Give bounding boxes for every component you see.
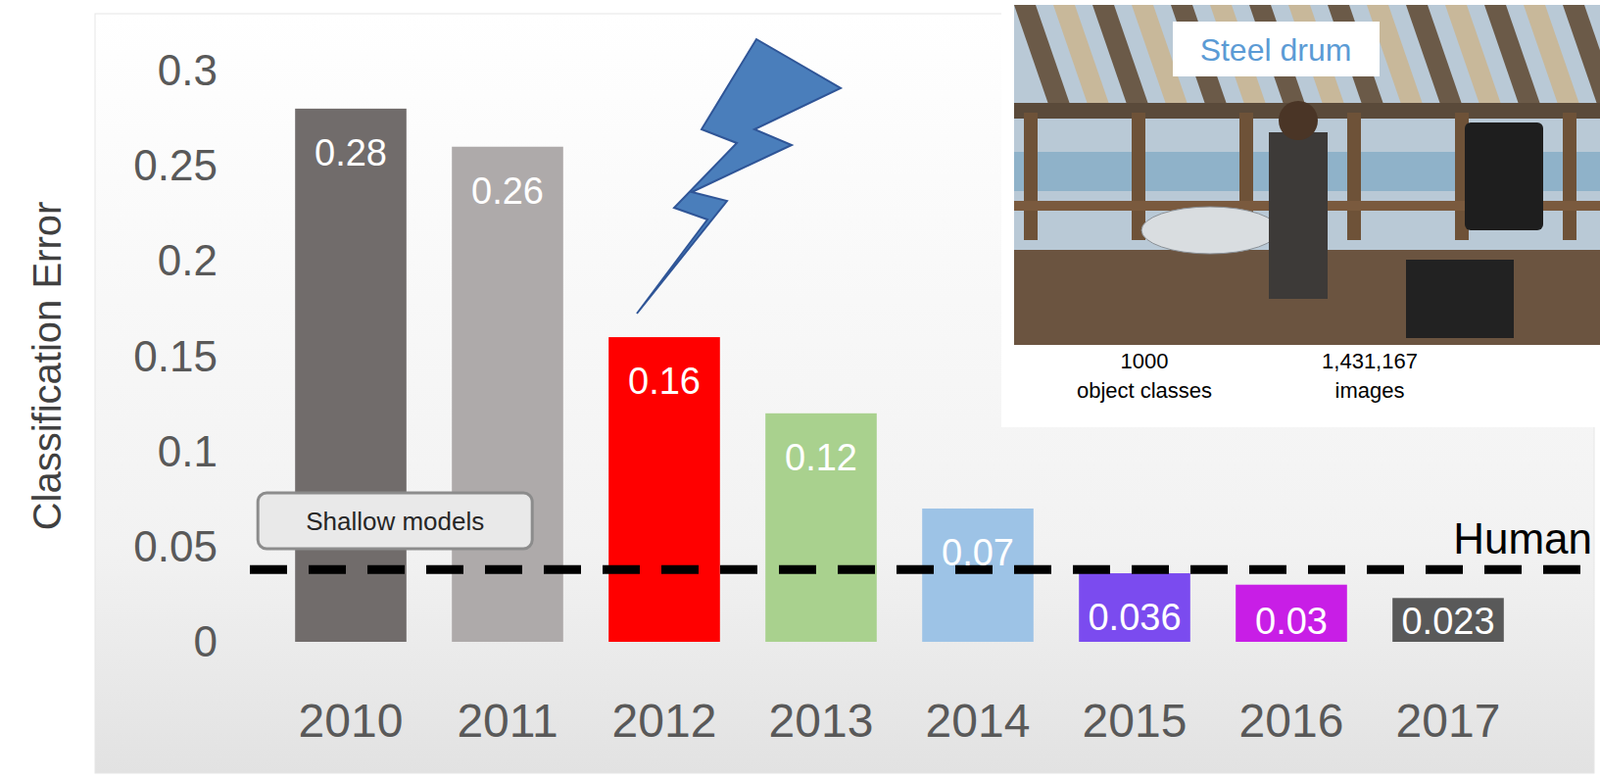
photo-post — [1023, 112, 1038, 241]
photo-speaker — [1406, 259, 1514, 339]
bar — [1235, 584, 1348, 642]
y-tick — [227, 355, 234, 357]
bar — [765, 413, 877, 642]
y-tick — [227, 641, 234, 643]
inset-stat: object classes — [1076, 378, 1213, 403]
inset-background — [1001, 0, 1600, 428]
inset-caption: Steel drum — [1200, 32, 1353, 68]
data-label: 0.28 — [314, 132, 388, 174]
photo-post — [1562, 112, 1577, 241]
photo-drum — [1141, 206, 1279, 254]
y-axis-title: Classification Error — [25, 201, 69, 532]
reference-label: Human — [1453, 514, 1593, 563]
photo-head — [1278, 100, 1318, 141]
x-tick-label: 2016 — [1239, 694, 1345, 747]
data-label: 0.023 — [1401, 600, 1495, 642]
x-tick-label: 2012 — [612, 694, 718, 747]
reference-line — [249, 565, 1600, 575]
data-label: 0.12 — [784, 436, 858, 479]
x-tick-label: 2010 — [298, 694, 404, 747]
data-label: 0.16 — [628, 360, 701, 402]
data-label: 0.036 — [1087, 596, 1181, 638]
y-tick-label: 0 — [193, 617, 218, 666]
x-tick-label: 2015 — [1082, 694, 1188, 747]
photo-awning — [1562, 4, 1600, 113]
bar — [1078, 573, 1191, 642]
x-tick-label: 2011 — [456, 694, 558, 747]
bar — [294, 108, 407, 642]
y-tick — [227, 165, 234, 167]
annotation-text: Shallow models — [305, 506, 485, 536]
x-tick-label: 2014 — [925, 694, 1031, 747]
inset-stat: 1000 — [1120, 348, 1169, 374]
photo-post — [1131, 112, 1146, 241]
lightning-bolt — [636, 39, 841, 314]
photo-sky — [1014, 4, 1600, 345]
bar — [1392, 597, 1504, 642]
annotation-box — [257, 492, 533, 549]
bar — [608, 337, 721, 642]
inset-stat: images — [1335, 378, 1406, 403]
photo-person — [1268, 132, 1328, 299]
y-tick-label: 0.25 — [133, 141, 218, 190]
y-tick — [227, 70, 234, 72]
inset-caption-box — [1172, 21, 1380, 77]
data-label: 0.07 — [941, 532, 1015, 574]
inset-stat: 1,431,167 — [1321, 348, 1418, 374]
x-tick-label: 2017 — [1396, 694, 1502, 747]
y-tick — [227, 260, 234, 262]
photo-speaker — [1464, 122, 1544, 231]
y-tick-label: 0.05 — [133, 522, 218, 571]
y-tick-label: 0.1 — [157, 427, 218, 476]
bar — [921, 508, 1034, 642]
x-tick-label: 2013 — [769, 694, 874, 747]
data-label: 0.26 — [471, 170, 544, 212]
y-tick — [227, 450, 234, 452]
photo-post — [1347, 112, 1361, 241]
y-tick — [227, 545, 234, 547]
inset-photo — [1014, 4, 1600, 345]
data-label: 0.03 — [1255, 600, 1328, 642]
y-tick-label: 0.15 — [133, 332, 218, 381]
y-tick-label: 0.2 — [157, 236, 218, 285]
chart: Classification Error 0 0.05 0.1 0.15 0.2 0.25 0… — [0, 0, 1600, 779]
y-tick-label: 0.3 — [157, 46, 218, 95]
